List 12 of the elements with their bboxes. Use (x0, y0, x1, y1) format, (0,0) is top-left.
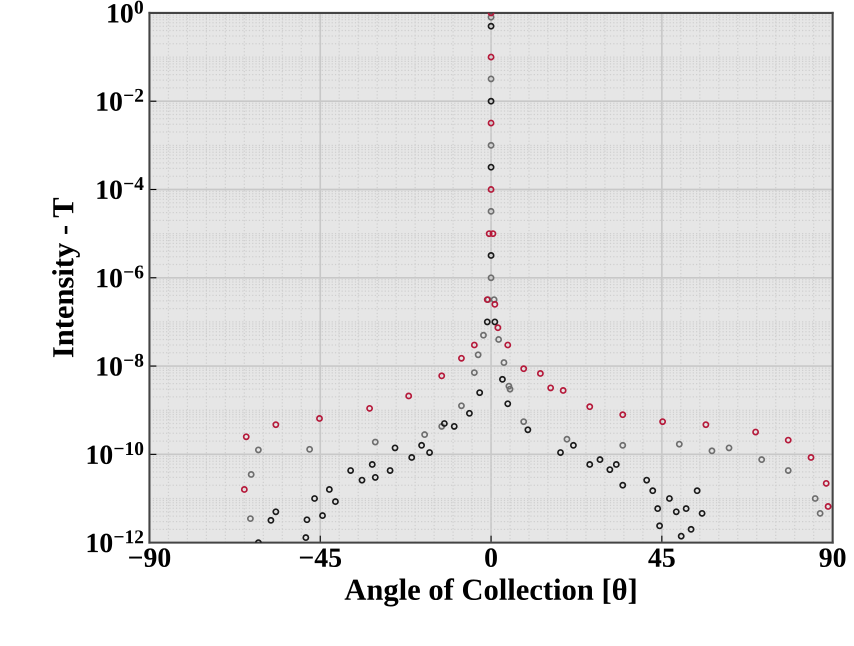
y-tick-label: 10$^{−4}$ (97, 177, 144, 200)
x-tick-label: 90 (820, 548, 846, 568)
y-tick-label: 10$^{0}$ (108, 0, 143, 23)
y-tick-label: 10$^{−2}$ (97, 88, 144, 111)
x-axis-title: Angle of Collection [θ] (344, 578, 636, 607)
y-tick-label: 10$^{−10}$ (88, 442, 144, 464)
y-tick-label: 10$^{−6}$ (97, 265, 144, 288)
x-tick-label: −45 (300, 548, 342, 568)
y-tick-label: 10$^{−8}$ (97, 354, 144, 376)
x-tick-label: 45 (648, 548, 675, 568)
x-tick-label: 0 (485, 548, 497, 568)
y-axis-title: Intensity - T (52, 198, 80, 358)
